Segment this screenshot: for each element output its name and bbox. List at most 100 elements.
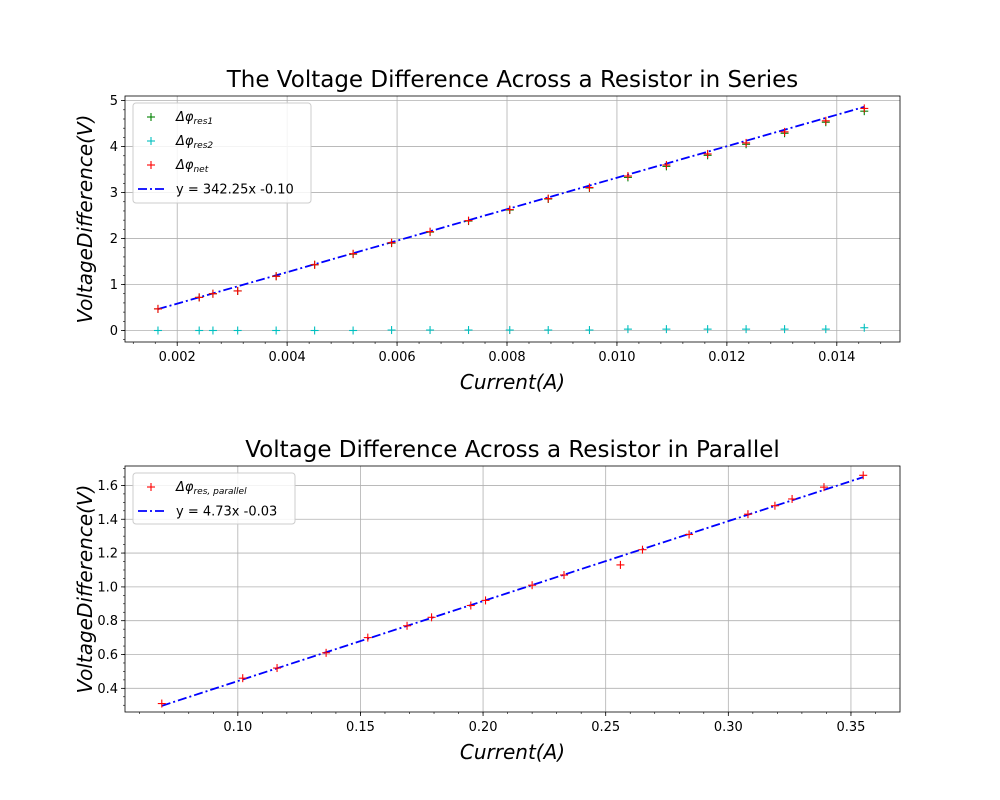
data-point (157, 699, 166, 708)
data-point (821, 116, 830, 125)
axes-frame (124, 465, 901, 713)
y-tick-label: 5 (110, 94, 118, 109)
x-tick-label: 0.012 (708, 350, 745, 365)
data-point (195, 293, 204, 302)
parallel-plot: 0.10 0.15 0.20 0.25 0.30 0.35 0.4 0.6 0.8 1.0 1.2 1… (73, 437, 901, 764)
legend-label: Δφres1 (175, 110, 213, 127)
data-point (860, 323, 869, 332)
x-tick-label: 0.25 (591, 720, 620, 735)
y-tick-label: 0.6 (97, 648, 118, 663)
y-tick-label: 1 (110, 278, 118, 293)
legend: Δφres, parallel y = 4.73x -0.03 (132, 472, 296, 525)
data-point (349, 249, 358, 258)
data-point (770, 501, 779, 510)
x-axis-label: Current(A) (460, 370, 565, 394)
data-point (310, 326, 319, 335)
x-tick-label: 0.002 (159, 350, 196, 365)
x-tick-label: 0.006 (378, 350, 415, 365)
series-plot: 0.002 0.004 0.006 0.008 0.010 0.012 0.014 0 1 2 3 4… (73, 67, 901, 394)
y-tick-label: 2 (110, 232, 118, 247)
data-point (387, 238, 396, 247)
data-point (363, 633, 372, 642)
data-point (703, 325, 712, 334)
data-point (860, 104, 869, 113)
x-tick-label: 0.008 (488, 350, 525, 365)
chart-title: The Voltage Difference Across a Resistor… (226, 67, 799, 93)
x-tick-label: 0.004 (269, 350, 306, 365)
data-point (464, 216, 473, 225)
legend-entry: y = 4.73x -0.03 (138, 505, 277, 520)
data-point (195, 326, 204, 335)
chart-title: Voltage Difference Across a Resistor in … (245, 437, 780, 463)
data-point (743, 510, 752, 519)
data-point (623, 325, 632, 334)
x-tick-label: 0.010 (598, 350, 635, 365)
data-point (616, 560, 625, 569)
data-point (505, 326, 514, 335)
data-point (780, 325, 789, 334)
data-point (153, 326, 162, 335)
data-point (662, 160, 671, 169)
data-point (208, 326, 217, 335)
data-point (466, 601, 475, 610)
y-tick-label: 1.6 (97, 479, 118, 494)
legend-label: Δφnet (175, 158, 209, 175)
data-point (153, 304, 162, 313)
data-point (208, 289, 217, 298)
legend-entry: Δφres2 (147, 134, 213, 151)
data-point (528, 581, 537, 590)
y-tick-label: 4 (110, 140, 118, 155)
data-point (387, 326, 396, 335)
x-tick-label: 0.15 (346, 720, 375, 735)
legend-fit-label: y = 342.25x -0.10 (176, 183, 294, 198)
data-point (272, 326, 281, 335)
legend: Δφres1 Δφres2 Δφnet y = 342.25x -0.10 (132, 102, 312, 204)
data-point (349, 326, 358, 335)
data-point (623, 172, 632, 181)
x-tick-label: 0.20 (469, 720, 498, 735)
data-point (426, 227, 435, 236)
data-point (238, 674, 247, 683)
x-tick-label: 0.10 (223, 720, 252, 735)
x-tick-label: 0.014 (818, 350, 855, 365)
data-point (273, 664, 282, 673)
x-tick-label: 0.30 (714, 720, 743, 735)
x-tick-label: 0.35 (836, 720, 865, 735)
legend-frame (132, 472, 296, 525)
data-point (585, 183, 594, 192)
data-point (819, 483, 828, 492)
legend-entry: Δφnet (147, 158, 209, 175)
data-point (585, 326, 594, 335)
data-point (464, 326, 473, 335)
data-point (742, 325, 751, 334)
data-point (544, 326, 553, 335)
data-point (703, 149, 712, 158)
legend-fit-label: y = 4.73x -0.03 (176, 505, 277, 520)
data-point (742, 138, 751, 147)
data-point (481, 596, 490, 605)
y-tick-label: 1.4 (97, 513, 118, 528)
x-axis-label: Current(A) (460, 740, 565, 764)
y-tick-label: 0.8 (97, 614, 118, 629)
y-tick-label: 0.4 (97, 682, 118, 697)
data-point (505, 205, 514, 214)
legend-frame (132, 102, 312, 204)
legend-entry: y = 342.25x -0.10 (138, 183, 294, 198)
data-point (322, 648, 331, 657)
data-point (662, 325, 671, 334)
data-point (272, 272, 281, 281)
y-tick-label: 1.0 (97, 580, 118, 595)
legend-entry: Δφres1 (147, 110, 213, 127)
legend-entry: Δφres, parallel (147, 480, 247, 497)
data-point (310, 260, 319, 269)
data-point (821, 325, 830, 334)
data-point (638, 545, 647, 554)
y-tick-label: 3 (110, 186, 118, 201)
axes-frame (124, 95, 901, 343)
y-axis-label: VoltageDifference(V) (73, 485, 97, 694)
data-point (426, 326, 435, 335)
data-point (685, 530, 694, 539)
y-tick-label: 0 (110, 324, 118, 339)
y-tick-label: 1.2 (97, 547, 118, 562)
